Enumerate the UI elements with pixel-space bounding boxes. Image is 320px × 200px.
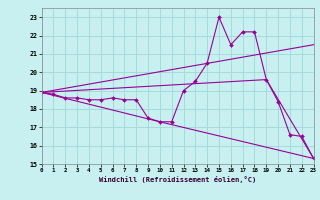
X-axis label: Windchill (Refroidissement éolien,°C): Windchill (Refroidissement éolien,°C) xyxy=(99,176,256,183)
